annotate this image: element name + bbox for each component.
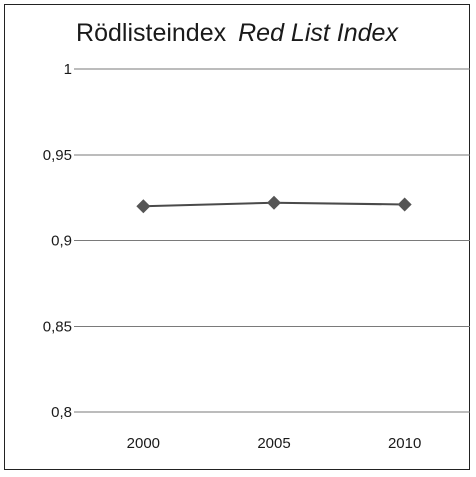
data-point-marker xyxy=(397,197,412,212)
chart-title: Rödlisteindex Red List Index xyxy=(5,19,469,48)
y-tick-label: 0,8 xyxy=(51,404,72,421)
subtitle-text: Red List Index xyxy=(238,19,398,47)
y-tick-label: 1 xyxy=(64,61,72,78)
chart-frame: Rödlisteindex Red List Index xyxy=(4,4,470,470)
data-point-marker xyxy=(267,195,281,210)
x-tick-label: 2000 xyxy=(127,435,160,452)
y-tick-label: 0,9 xyxy=(51,233,72,250)
x-tick-label: 2010 xyxy=(388,435,421,452)
data-point-marker xyxy=(136,199,151,214)
y-tick-label: 0,95 xyxy=(43,147,72,164)
y-tick-label: 0,85 xyxy=(43,318,72,335)
x-tick-label: 2005 xyxy=(257,435,290,452)
title-text: Rödlisteindex xyxy=(76,19,227,47)
